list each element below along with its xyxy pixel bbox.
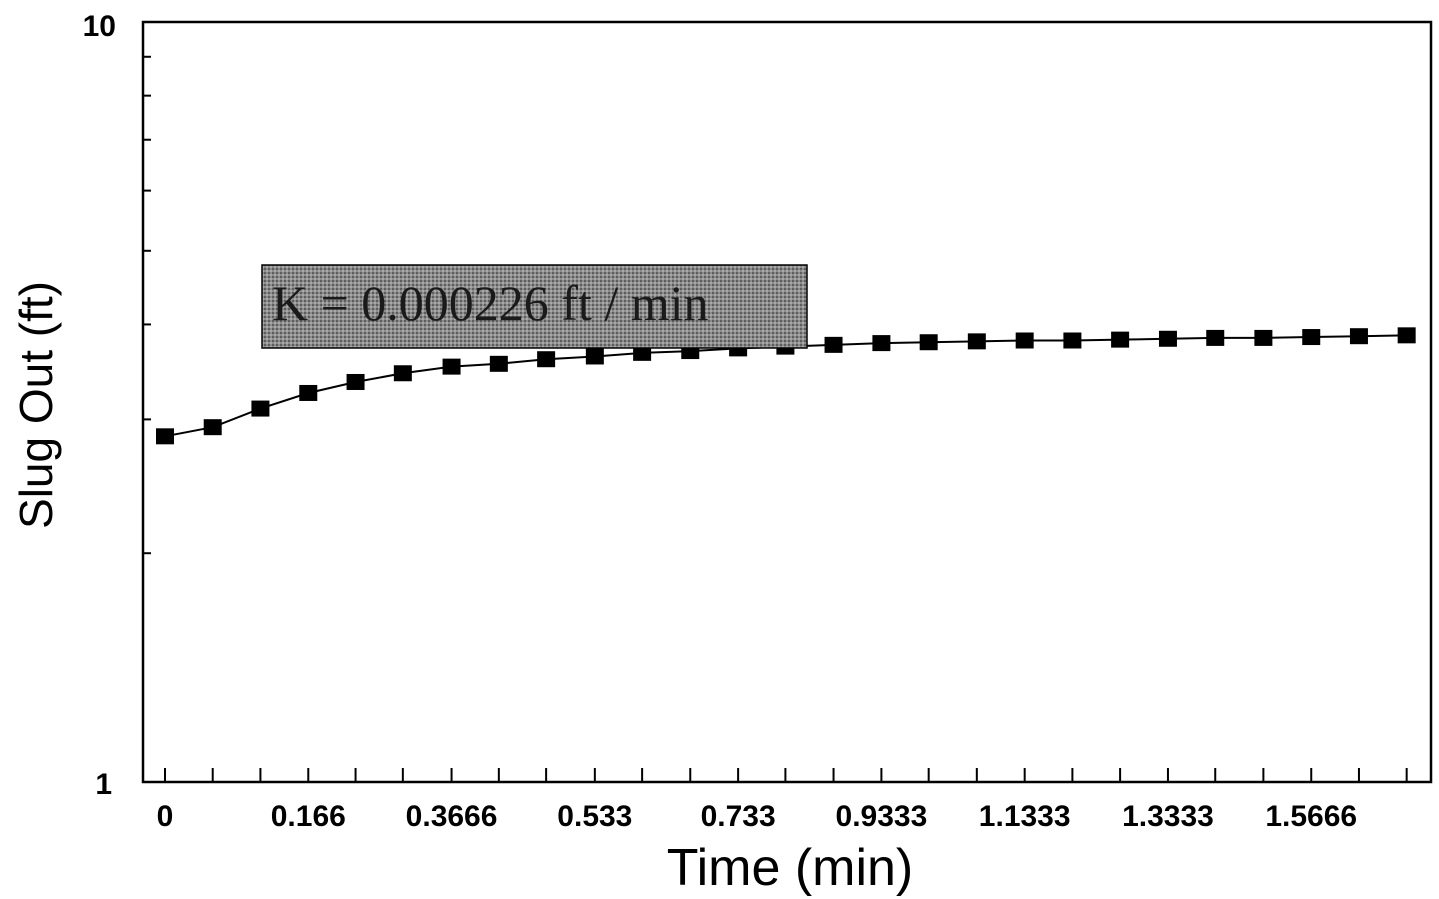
data-point: [872, 335, 891, 352]
data-point: [156, 428, 174, 445]
x-axis-ticks: [164, 768, 1408, 782]
x-tick-label: 0.733: [701, 800, 776, 833]
data-point: [1063, 332, 1082, 349]
x-tick-label: 0.166: [271, 800, 346, 833]
data-point: [1302, 329, 1321, 346]
x-axis-title: Time (min): [667, 839, 914, 897]
plot-frame: [141, 20, 1433, 784]
y-tick-label-bottom: 1: [95, 768, 112, 801]
data-point: [824, 336, 843, 353]
data-point: [1349, 328, 1368, 345]
x-tick-labels: 0 0.166 0.3666 0.533 0.733 0.9333 1.1333 1.3333…: [157, 800, 1357, 833]
data-point: [919, 334, 938, 351]
data-point: [585, 348, 604, 365]
y-axis-ticks: [143, 21, 151, 783]
data-point: [346, 373, 365, 390]
data-point: [442, 358, 461, 375]
data-point: [251, 400, 270, 417]
x-tick-label: 0.3666: [406, 800, 498, 833]
data-point: [967, 333, 986, 350]
x-tick-label: 1.3333: [1122, 800, 1214, 833]
data-point: [537, 351, 556, 368]
x-tick-label: 0.9333: [836, 800, 928, 833]
x-tick-label: 1.5666: [1265, 800, 1357, 833]
data-point: [1111, 331, 1130, 348]
annotation-text: K = 0.000226 ft / min: [272, 275, 709, 331]
data-point: [1397, 327, 1416, 344]
x-tick-label: 1.1333: [979, 800, 1071, 833]
data-point: [393, 365, 412, 382]
y-tick-label-top: 10: [83, 10, 116, 43]
data-point: [489, 355, 508, 372]
data-point: [1158, 330, 1177, 347]
data-point: [1206, 329, 1225, 346]
annotation-box: [261, 264, 808, 349]
data-point: [633, 344, 652, 361]
data-point: [1254, 329, 1273, 346]
data-point: [1015, 332, 1034, 349]
x-tick-label: 0: [157, 800, 174, 833]
data-point: [203, 419, 222, 436]
y-axis-title: Slug Out (ft): [10, 281, 62, 529]
x-tick-label: 0.533: [557, 800, 632, 833]
data-point: [299, 384, 318, 401]
